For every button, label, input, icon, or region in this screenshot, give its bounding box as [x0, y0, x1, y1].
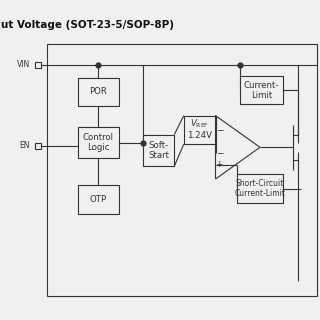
- Text: Short-Circuit
Current-Limit: Short-Circuit Current-Limit: [235, 179, 285, 198]
- Text: −: −: [216, 148, 223, 157]
- Text: $V_{\mathrm{REF}}$: $V_{\mathrm{REF}}$: [190, 118, 209, 131]
- Bar: [35, 62, 41, 68]
- Bar: [142, 135, 174, 166]
- Text: VIN: VIN: [17, 60, 30, 69]
- Bar: [240, 76, 283, 105]
- Text: −: −: [216, 125, 223, 134]
- Text: OTP: OTP: [90, 195, 107, 204]
- Bar: [47, 44, 317, 296]
- Bar: [184, 116, 215, 144]
- Bar: [77, 127, 119, 158]
- Text: 1.24V: 1.24V: [187, 131, 212, 140]
- Bar: [77, 77, 119, 106]
- Text: Control
Logic: Control Logic: [83, 133, 114, 152]
- Text: ut Voltage (SOT-23-5/SOP-8P): ut Voltage (SOT-23-5/SOP-8P): [1, 20, 174, 30]
- Text: Current-
Limit: Current- Limit: [244, 81, 279, 100]
- Bar: [77, 185, 119, 214]
- Text: +: +: [216, 160, 223, 169]
- Bar: [237, 174, 283, 203]
- Bar: [35, 143, 41, 148]
- Text: Soft-
Start: Soft- Start: [148, 141, 169, 160]
- Text: EN: EN: [20, 141, 30, 150]
- Text: POR: POR: [89, 87, 107, 96]
